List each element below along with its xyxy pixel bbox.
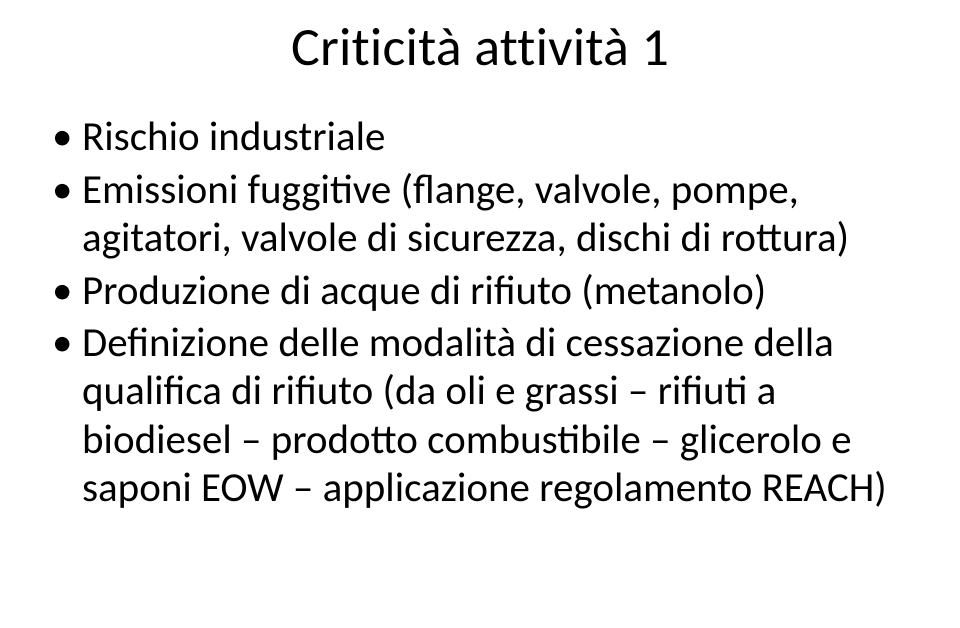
slide-title: Criticità attività 1 [48,18,912,77]
list-item: Rischio industriale [48,113,912,161]
list-item: Emissioni fuggitive (flange, valvole, po… [48,166,912,263]
list-item: Produzione di acque di rifiuto (metanolo… [48,267,912,315]
list-item: Definizione delle modalità di cessazione… [48,319,912,513]
slide-container: Criticità attività 1 Rischio industriale… [0,0,960,628]
bullet-list: Rischio industriale Emissioni fuggitive … [48,113,912,512]
